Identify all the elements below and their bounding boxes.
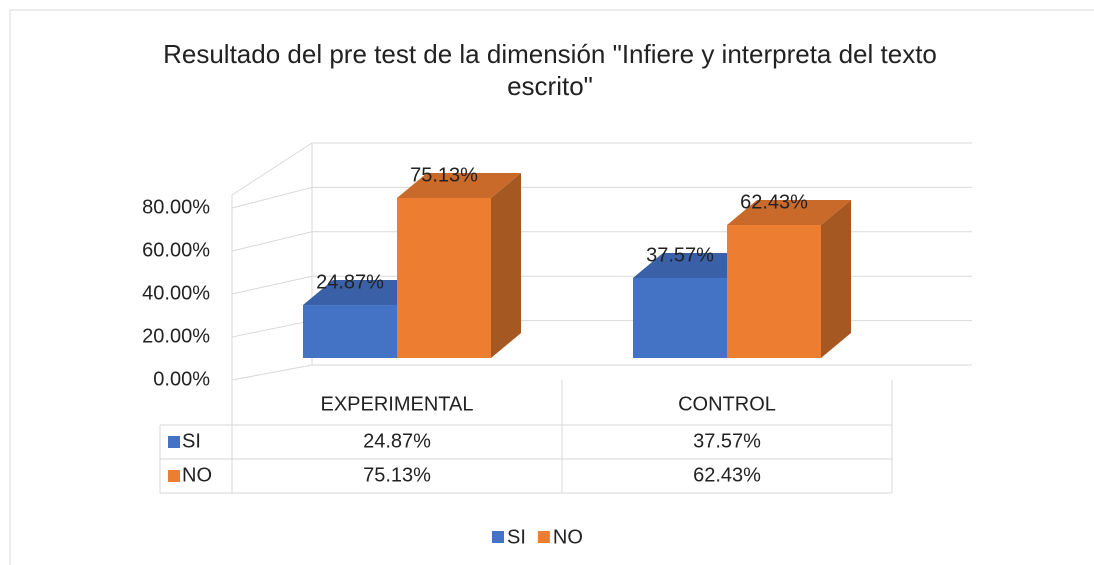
legend-label: NO: [553, 526, 583, 548]
table-row-label: NO: [182, 464, 212, 486]
y-tick-label: 40.00%: [142, 282, 210, 304]
table-cell: 37.57%: [693, 430, 761, 452]
chart-border: [9, 9, 1094, 565]
bar-side: [821, 200, 851, 358]
y-tick-label: 0.00%: [153, 368, 210, 390]
grid-line: [231, 231, 972, 252]
bar: [303, 305, 397, 358]
chart-title: Resultado del pre test de la dimensión "…: [163, 39, 937, 101]
y-tick-label: 20.00%: [142, 325, 210, 347]
legend-label: SI: [507, 526, 526, 548]
bar-top: [397, 172, 521, 198]
data-label: 37.57%: [646, 244, 714, 266]
wall-edge: [231, 142, 313, 196]
bar-side: [491, 172, 521, 358]
bar: [633, 277, 727, 358]
table-row-label: SI: [182, 430, 201, 452]
table-cell: 75.13%: [363, 464, 431, 486]
data-label: 62.43%: [740, 191, 808, 213]
data-label: 24.87%: [316, 271, 384, 293]
table-cell: 62.43%: [693, 464, 761, 486]
data-label: 75.13%: [410, 164, 478, 186]
bar: [727, 225, 821, 358]
bar-top: [303, 280, 427, 306]
x-tick-label: EXPERIMENTAL: [321, 393, 474, 415]
table-key: [168, 470, 180, 482]
x-tick-label: CONTROL: [678, 393, 776, 415]
legend-key: [537, 531, 550, 543]
grid-line: [231, 186, 972, 209]
bar: [397, 197, 491, 358]
legend-key: [492, 531, 504, 543]
y-tick-label: 60.00%: [142, 239, 210, 261]
table-cell: 24.87%: [363, 430, 431, 452]
table-key: [168, 436, 180, 448]
y-tick-label: 80.00%: [142, 196, 210, 218]
bar-top: [727, 200, 851, 226]
bar-top: [633, 252, 757, 278]
grid-line: [231, 364, 972, 381]
